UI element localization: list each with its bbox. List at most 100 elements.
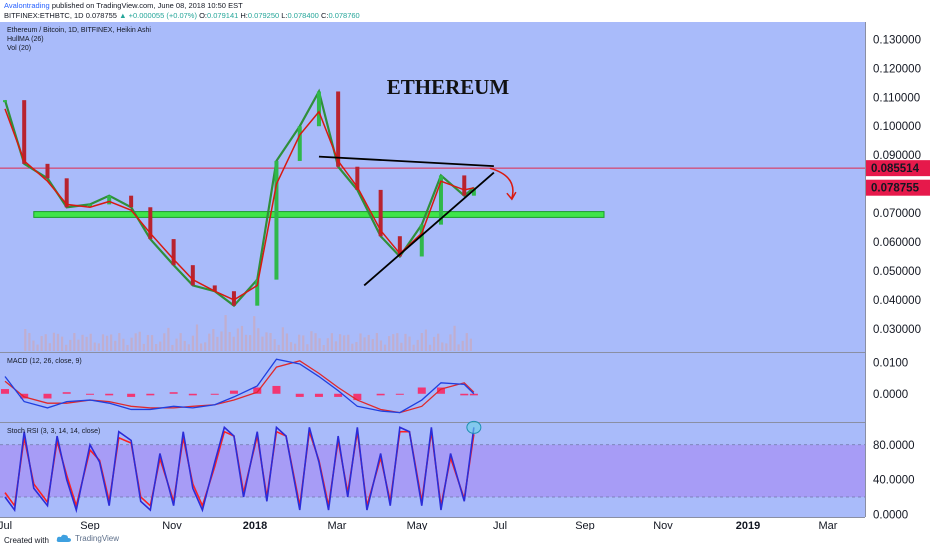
volume-bar (392, 334, 395, 351)
price-point[interactable] (471, 187, 476, 196)
macd-hist-bar (417, 387, 426, 394)
price-point[interactable] (171, 239, 176, 266)
time-tick-label: May (407, 520, 428, 530)
volume-bar (289, 342, 293, 351)
price-point[interactable] (462, 175, 467, 196)
price-point[interactable] (274, 160, 279, 280)
price-point[interactable] (148, 207, 153, 240)
volume-bar (420, 333, 423, 351)
macd-hist-bar (314, 393, 323, 397)
pane-bg-0 (0, 22, 865, 352)
macd-pane[interactable] (1, 358, 478, 414)
volume-bar (343, 335, 346, 351)
volume-bar (122, 338, 125, 351)
stoch-k-line[interactable] (4, 425, 475, 514)
time-tick-label: Mar (819, 520, 838, 530)
time-axis[interactable]: Jul Sep Nov 2018 Mar May Jul Sep Nov 2019 Mar (0, 517, 865, 531)
author-link[interactable]: Avalontrading (4, 1, 50, 10)
volume-bars (24, 315, 472, 351)
volume-bar (461, 340, 464, 351)
tradingview-cloud-icon (56, 534, 71, 542)
price-point[interactable] (316, 91, 321, 127)
volume-bar (110, 334, 113, 351)
trendline-0 (318, 155, 494, 168)
chart-canvas[interactable]: ETHEREUM 0.130000 0.120000 0.110000 0.10000… (0, 22, 932, 530)
price-tick-label: 0.120000 (873, 63, 921, 75)
price-badge-label-1: 0.078755 (871, 183, 920, 195)
price-point[interactable] (107, 195, 112, 205)
price-point[interactable] (355, 166, 360, 190)
volume-bar (318, 338, 321, 351)
price-point[interactable] (297, 126, 302, 161)
price-point[interactable] (378, 189, 383, 237)
close-label: C: (320, 11, 329, 20)
volume-bar (150, 335, 154, 351)
price-point[interactable] (397, 236, 402, 257)
volume-bar (355, 342, 358, 351)
price-badge-label-0: 0.085514 (871, 163, 920, 175)
volume-bar (322, 344, 325, 351)
volume-bar (60, 336, 64, 351)
macd-hist-bar (105, 393, 114, 396)
volume-bar (367, 334, 370, 351)
price-point[interactable] (255, 279, 260, 306)
macd-line[interactable] (4, 358, 475, 414)
volume-bar (383, 344, 387, 351)
volume-bar (330, 333, 333, 351)
volume-bar (298, 334, 301, 351)
time-tick-label: 2018 (243, 520, 267, 530)
time-tick-label: Nov (162, 520, 182, 530)
price-axis[interactable]: 0.130000 0.120000 0.110000 0.100000 0.090000… (866, 34, 930, 521)
price-point[interactable] (438, 175, 443, 225)
macd-legend: MACD (12, 26, close, 9) (7, 358, 82, 365)
price-point[interactable] (64, 178, 69, 208)
volume-bar (134, 333, 137, 351)
volume-bar (199, 343, 203, 351)
high-value: 0.079250 (247, 11, 280, 20)
support-zone (33, 211, 605, 218)
volume-bar (187, 344, 190, 351)
volume-bar (77, 339, 80, 351)
price-point[interactable] (336, 91, 341, 167)
chart-title: ETHEREUM (387, 75, 510, 99)
stoch-rsi-pane[interactable] (0, 420, 865, 514)
volume-bar (220, 331, 223, 351)
price-point[interactable] (129, 195, 134, 208)
price-badge-0[interactable] (866, 160, 930, 177)
macd-hist-bar (86, 393, 94, 395)
price-point[interactable] (212, 285, 217, 292)
volume-bar (469, 338, 472, 351)
price-point[interactable] (45, 163, 50, 179)
close-value: 0.078760 (328, 11, 360, 20)
macd-hist-bar (43, 393, 52, 399)
macd-hist-bar (146, 393, 155, 396)
price-point[interactable] (3, 100, 7, 103)
time-tick-label: 2019 (736, 520, 760, 530)
price-point[interactable] (231, 291, 236, 306)
volume-bar (126, 344, 129, 351)
volume-bar (97, 343, 100, 351)
price-point[interactable] (22, 100, 27, 164)
price-legend-1: HullMA (26) (7, 36, 44, 43)
volume-bar (142, 343, 145, 351)
volume-bar (130, 337, 133, 351)
price-point[interactable] (419, 224, 424, 257)
volume-bar (52, 332, 56, 351)
legends: Ethereum / Bitcoin, 1D, BITFINEX, Heikin… (7, 27, 151, 435)
volume-bar (114, 340, 117, 351)
stoch-tick-label: 80.0000 (873, 440, 915, 452)
price-badge-1[interactable] (866, 179, 930, 196)
price-point[interactable] (190, 265, 195, 286)
volume-bar (228, 332, 231, 351)
price-pane[interactable]: ETHEREUM (0, 75, 865, 351)
volume-bar (437, 333, 440, 351)
price-tick-label: 0.050000 (873, 266, 921, 278)
stoch-band (0, 444, 865, 497)
volume-bar (432, 336, 436, 351)
volume-bar (212, 329, 215, 351)
tradingview-brand[interactable]: TradingView (56, 533, 119, 543)
volume-bar (40, 336, 43, 351)
high-label: H: (240, 11, 248, 20)
price-point[interactable] (88, 204, 92, 208)
volume-bar (167, 327, 170, 351)
